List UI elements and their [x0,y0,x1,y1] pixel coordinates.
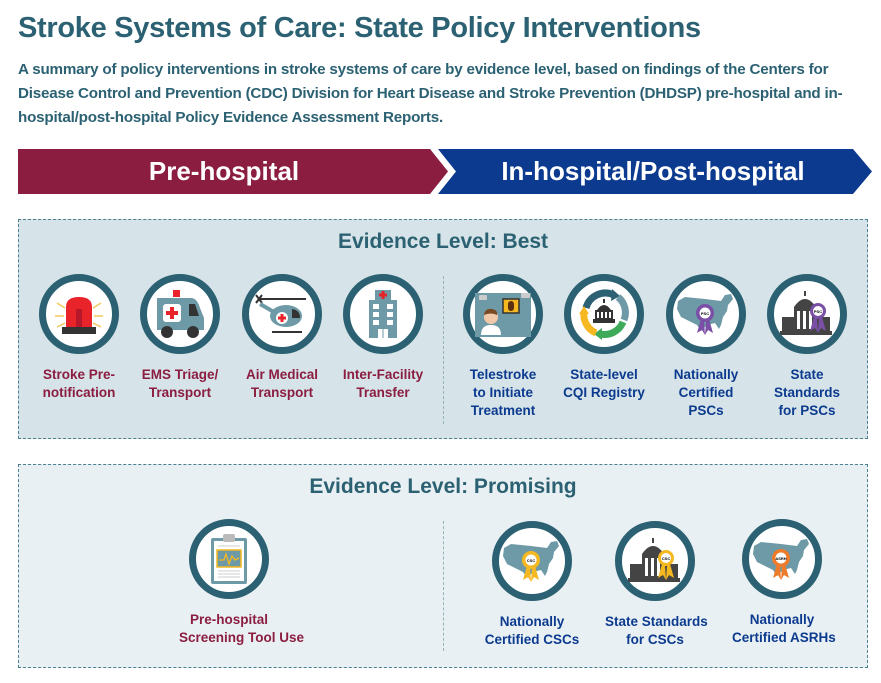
intervention-label: Inter-Facility Transfer [333,366,433,402]
intervention-label: Pre-hospital Screening Tool Use [179,611,305,647]
intervention-label-line: Transport [250,385,314,400]
intervention-label-line: Certified ASRHs [732,630,836,645]
cycle-registry-icon [564,274,644,354]
intervention-item: Pre-hospital Screening Tool Use [179,519,305,647]
siren-icon [39,274,119,354]
intervention-label-line: Pre-hospital [189,612,268,627]
intervention-item: Telestroke to Initiate Treatment [453,274,553,420]
intervention-label-line: Nationally [749,612,815,627]
evidence-promising-title: Evidence Level: Promising [309,475,577,498]
evidence-best-panel: Evidence Level: Best Stroke Pre-notifica… [18,219,868,439]
intervention-label-line: State [790,367,824,382]
pre-hospital-banner: Pre-hospital [18,149,450,194]
intervention-item: State-level CQI Registry [554,274,654,402]
intervention-label-line: EMS Triage/ [141,367,219,382]
intervention-label-line: Inter-Facility [342,367,424,382]
intervention-label: Nationally Certified ASRHs [732,611,836,647]
capitol-ribbon-icon: CSC [615,521,695,601]
intervention-item: Air Medical Transport [232,274,332,402]
intervention-label: State Standards for PSCs [757,366,857,420]
svg-text:CSC: CSC [662,556,671,561]
intervention-label-line: State Standards [605,614,708,629]
intervention-label-line: Treatment [470,403,536,418]
intervention-item: Stroke Pre-notification [29,274,129,402]
intervention-label: Air Medical Transport [232,366,332,402]
intervention-label-line: Certified CSCs [484,632,580,647]
helicopter-icon [242,274,322,354]
intervention-label: State-level CQI Registry [554,366,654,402]
intervention-label: EMS Triage/Transport [130,366,230,402]
post-hospital-banner: In-hospital/Post-hospital [438,149,874,194]
intervention-item: CSC State Standards for CSCs [605,521,708,649]
ambulance-icon [140,274,220,354]
svg-text:ASRH: ASRH [775,556,786,561]
evidence-best-title: Evidence Level: Best [337,230,549,253]
phase-divider [443,521,444,651]
intervention-label-line: Screening Tool Use [179,630,305,645]
svg-text:PSC: PSC [814,309,822,314]
intervention-label-line: Certified [678,385,734,400]
intervention-item: Inter-Facility Transfer [333,274,433,402]
intervention-label: State Standards for CSCs [605,613,708,649]
telemedicine-icon [463,274,543,354]
intervention-label-line: Standards [773,385,841,400]
intervention-item: PSC Nationally Certified PSCs [656,274,756,420]
pre-hospital-arrow-shape [18,149,448,194]
intervention-label-line: CQI Registry [563,385,645,400]
intervention-label-line: for CSCs [626,632,684,647]
intervention-label: Stroke Pre-notification [29,366,129,402]
intervention-label-line: Transport [148,385,212,400]
intervention-label: Telestroke to Initiate Treatment [453,366,553,420]
intervention-label: Nationally Certified PSCs [656,366,756,420]
evidence-promising-panel: Evidence Level: Promising Pre-hospital Sc… [18,464,868,668]
intervention-label-line: Air Medical [245,367,319,382]
intervention-item: PSC State Standards for PSCs [757,274,857,420]
intervention-item: CSC Nationally Certified CSCs [482,521,582,649]
us-map-ribbon-icon: ASRH [742,519,822,599]
intervention-label-line: for PSCs [778,403,836,418]
us-map-ribbon-icon: PSC [666,274,746,354]
svg-text:CSC: CSC [527,558,536,563]
intervention-label: Nationally Certified CSCs [482,613,582,649]
intervention-label-line: to Initiate [473,385,533,400]
intervention-item: ASRH Nationally Certified ASRHs [732,519,836,647]
intervention-label-line: PSCs [688,403,724,418]
intervention-label-line: Transfer [356,385,410,400]
clipboard-chart-icon [189,519,269,599]
intervention-label-line: Nationally [499,614,565,629]
intervention-label-line: State-level [570,367,638,382]
post-hospital-arrow-shape [438,149,872,194]
intervention-item: EMS Triage/Transport [130,274,230,402]
capitol-ribbon-icon: PSC [767,274,847,354]
pre-hospital-label: Pre-hospital [148,156,300,186]
phase-divider [443,276,444,424]
post-hospital-label: In-hospital/Post-hospital [501,156,805,186]
intervention-label-line: notification [42,385,116,400]
intervention-label-line: Nationally [673,367,739,382]
svg-text:PSC: PSC [701,311,709,316]
page-title: Stroke Systems of Care: State Policy Int… [18,12,701,44]
hospital-building-icon [343,274,423,354]
page-subtitle: A summary of policy interventions in str… [18,61,843,126]
us-map-ribbon-icon: CSC [492,521,572,601]
intervention-label-line: Stroke Pre- [42,367,116,382]
intervention-label-line: Telestroke [469,367,537,382]
